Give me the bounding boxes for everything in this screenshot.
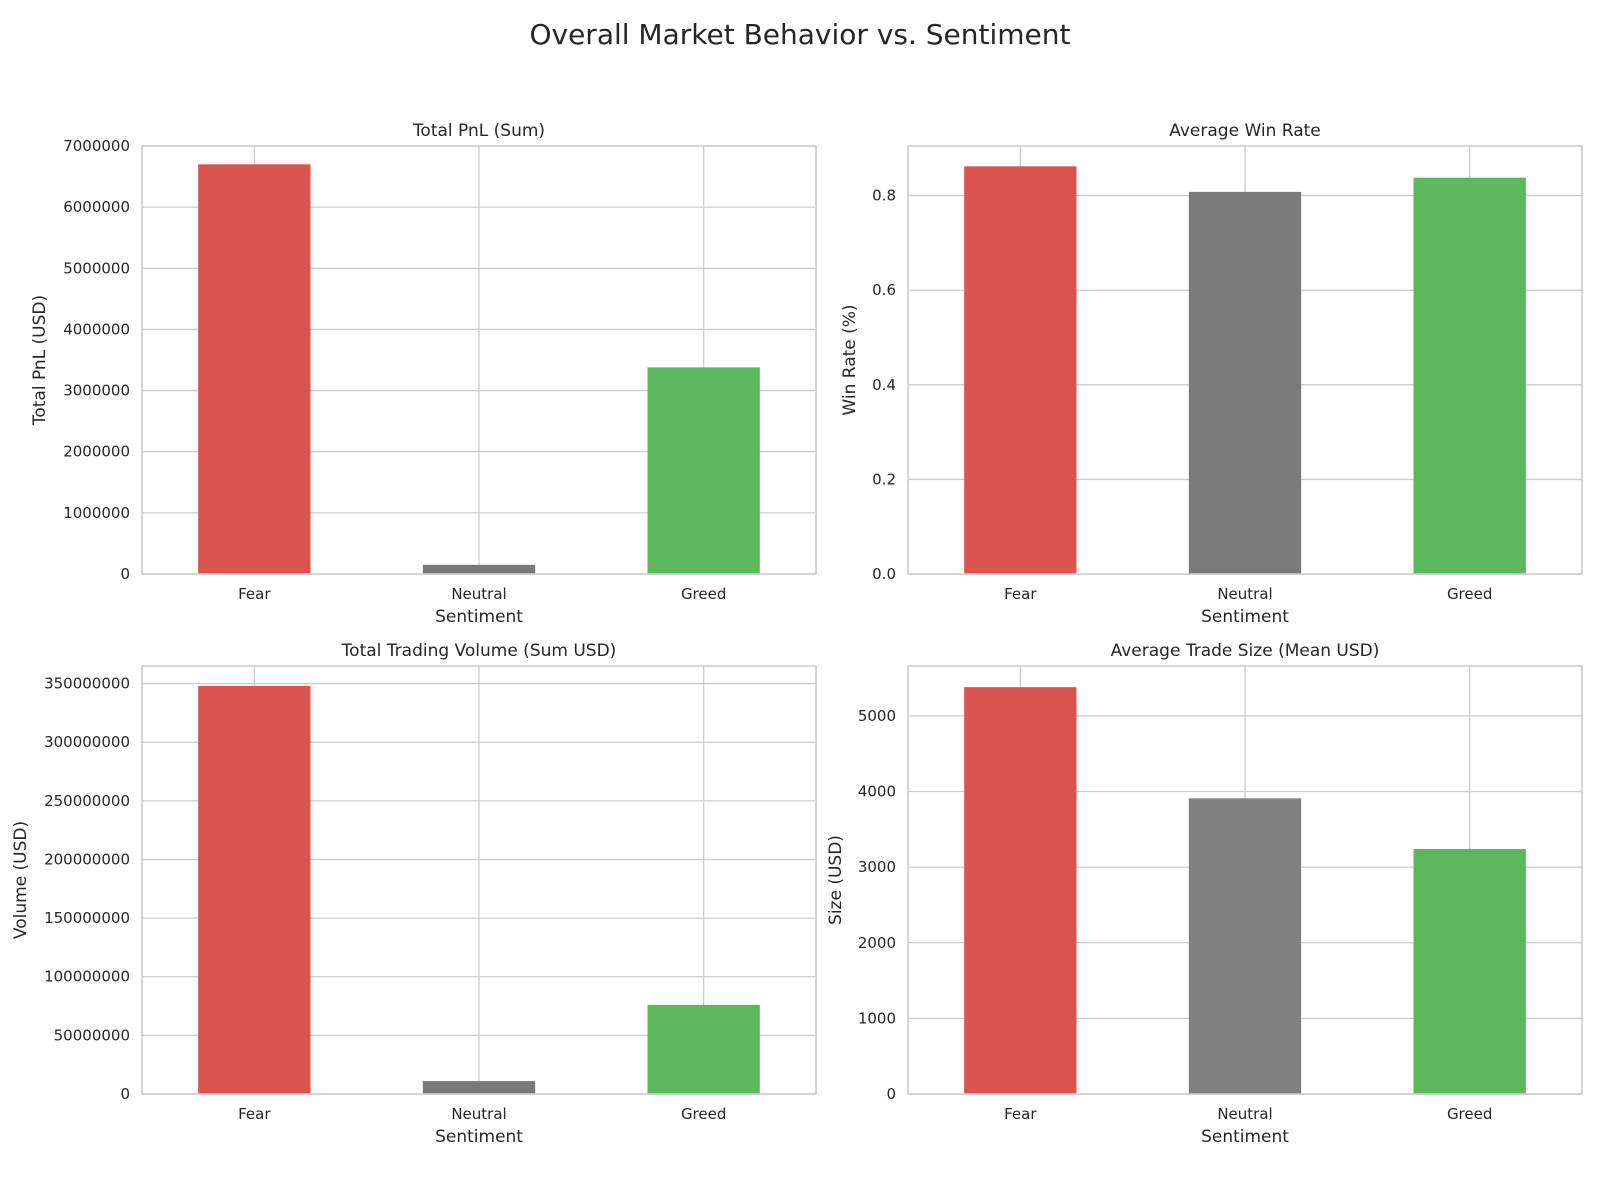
subplot-title: Average Trade Size (Mean USD) xyxy=(1111,641,1380,661)
x-tick-label: Greed xyxy=(681,1105,726,1123)
plot-frame xyxy=(907,145,1583,575)
y-tick-label: 4000 xyxy=(858,783,896,801)
y-tick-label: 200000000 xyxy=(44,850,130,868)
y-tick-label: 0.4 xyxy=(872,376,896,394)
y-tick-label: 1000 xyxy=(858,1009,896,1027)
y-axis-label: Win Rate (%) xyxy=(840,304,860,415)
y-tick-label: 0 xyxy=(886,1085,896,1103)
x-tick-label: Neutral xyxy=(1217,585,1272,603)
x-tick-label: Neutral xyxy=(451,1105,506,1123)
bar-fear xyxy=(198,164,311,575)
x-tick-label: Greed xyxy=(1447,585,1492,603)
bar-neutral xyxy=(1188,798,1302,1094)
x-tick-label: Fear xyxy=(238,1105,271,1123)
bar-greed xyxy=(1413,177,1526,574)
bar-fear xyxy=(964,687,1077,1094)
bar-greed xyxy=(1413,848,1526,1094)
y-tick-label: 0.2 xyxy=(872,470,896,488)
y-tick-label: 100000000 xyxy=(44,968,130,986)
x-tick-label: Neutral xyxy=(451,585,506,603)
y-tick-label: 5000 xyxy=(858,707,896,725)
chart-panel-2: 0.0 0.2 0.4 0.6 0.8 Fear Neutral Greed Average W… xyxy=(840,121,1583,627)
bar-fear xyxy=(964,166,1077,574)
y-tick-label: 5000000 xyxy=(63,259,130,277)
y-tick-label: 0.0 xyxy=(872,565,896,583)
y-tick-label: 2000000 xyxy=(63,443,130,461)
x-tick-label: Fear xyxy=(1004,1105,1037,1123)
y-tick-label: 6000000 xyxy=(63,198,130,216)
y-axis-label: Volume (USD) xyxy=(11,821,31,939)
y-tick-label: 350000000 xyxy=(44,675,130,693)
bar-fear xyxy=(198,685,311,1094)
y-tick-label: 250000000 xyxy=(44,792,130,810)
plot-frame xyxy=(141,145,817,575)
plot-frame xyxy=(907,665,1583,1095)
bar-neutral xyxy=(1188,191,1302,575)
y-tick-label: 150000000 xyxy=(44,909,130,927)
x-tick-label: Fear xyxy=(1004,585,1037,603)
y-axis-label: Total PnL (USD) xyxy=(30,295,50,426)
y-tick-label: 0 xyxy=(120,565,130,583)
x-axis-label: Sentiment xyxy=(1201,607,1289,627)
plot-frame xyxy=(141,665,817,1095)
y-tick-label: 0.8 xyxy=(872,187,896,205)
bar-neutral xyxy=(422,1081,536,1094)
chart-panel-1: 0 1000000 2000000 3000000 4000000 5000000 6000… xyxy=(30,121,817,627)
y-tick-label: 1000000 xyxy=(63,504,130,522)
subplot-title: Total PnL (Sum) xyxy=(412,121,545,141)
y-tick-label: 7000000 xyxy=(63,137,130,155)
x-axis-label: Sentiment xyxy=(435,1127,523,1147)
y-tick-label: 0 xyxy=(120,1085,130,1103)
bar-greed xyxy=(647,367,760,574)
chart-panel-4: 0 1000 2000 3000 4000 5000 Fear Neutral Greed Ave… xyxy=(826,641,1583,1147)
subplot-title: Total Trading Volume (Sum USD) xyxy=(341,641,617,661)
y-tick-label: 3000 xyxy=(858,858,896,876)
x-tick-label: Greed xyxy=(681,585,726,603)
figure-title: Overall Market Behavior vs. Sentiment xyxy=(529,18,1071,51)
bar-neutral xyxy=(422,564,536,574)
y-tick-label: 50000000 xyxy=(54,1026,130,1044)
bar-greed xyxy=(647,1004,760,1094)
x-tick-label: Greed xyxy=(1447,1105,1492,1123)
subplot-title: Average Win Rate xyxy=(1169,121,1321,141)
y-axis-label: Size (USD) xyxy=(826,835,846,925)
y-tick-label: 300000000 xyxy=(44,733,130,751)
x-axis-label: Sentiment xyxy=(1201,1127,1289,1147)
y-tick-label: 3000000 xyxy=(63,382,130,400)
y-tick-label: 2000 xyxy=(858,934,896,952)
y-tick-label: 0.6 xyxy=(872,281,896,299)
chart-panel-3: 0 50000000 100000000 150000000 200000000 2500… xyxy=(11,641,817,1147)
x-axis-label: Sentiment xyxy=(435,607,523,627)
y-tick-label: 4000000 xyxy=(63,320,130,338)
x-tick-label: Neutral xyxy=(1217,1105,1272,1123)
x-tick-label: Fear xyxy=(238,585,271,603)
